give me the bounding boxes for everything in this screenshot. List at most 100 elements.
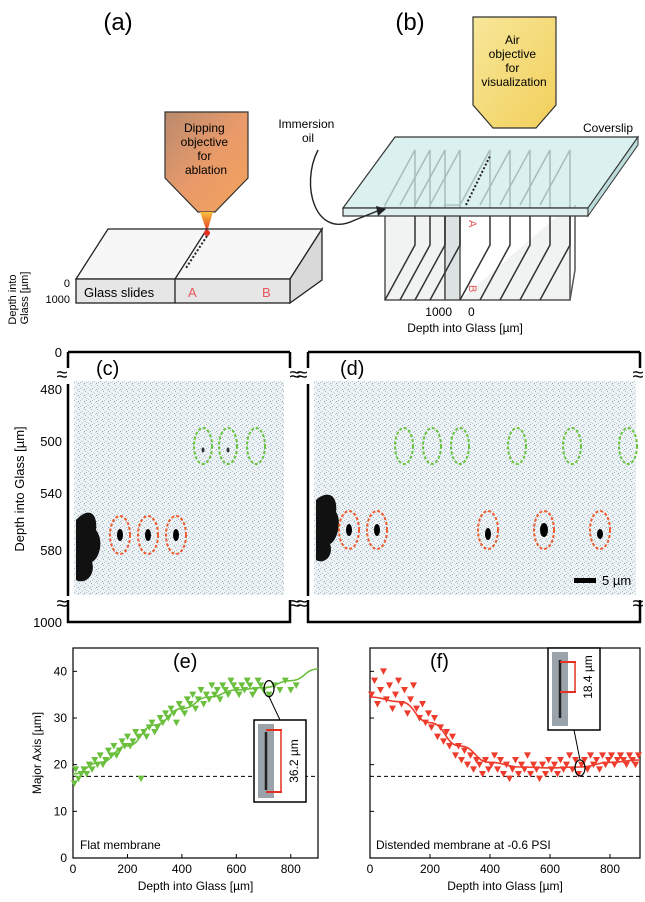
air-objective [472,16,557,129]
immersion-arrow [309,149,381,225]
x-tick-label: 0 [70,862,77,876]
x-tick-label: 400 [172,862,192,876]
coverslip-label: Coverslip [583,121,633,135]
data-point [287,687,295,694]
data-point [83,771,91,778]
data-point [110,743,118,750]
data-point [413,705,420,713]
data-point [617,752,624,759]
data-point [419,701,426,708]
panel-b: (b) Air objective for visualization [278,9,640,335]
objective-text-b: Air objective for visualization [481,33,546,89]
y-tick-500: 500 [40,434,62,449]
svg-text:≈: ≈ [297,593,308,615]
data-point [219,682,227,689]
data-point [611,761,618,769]
x-tick-label: 600 [226,862,246,876]
x-axis-label: Depth into Glass [µm] [138,879,254,893]
y-tick-1000: 1000 [33,615,62,630]
x-tick-label: 800 [600,862,620,876]
data-point [578,761,585,769]
data-point [230,682,238,689]
data-point [386,682,393,689]
data-point [389,705,396,713]
data-point [137,775,145,783]
data-point [584,766,591,773]
data-point [96,752,104,759]
data-point [491,752,498,759]
mark-a-label: A [188,285,197,300]
data-point [527,771,534,778]
data-point [99,761,107,769]
data-point [482,757,489,764]
y-axis-label: Major Axis [µm] [30,712,44,794]
micrograph-d [314,381,636,595]
svg-text:≈: ≈ [297,364,308,386]
data-point [515,771,522,778]
data-point [91,757,99,764]
data-point [407,696,414,703]
data-point [428,724,435,731]
y-tick-label: 0 [60,851,67,865]
svg-text:≈: ≈ [290,364,301,386]
data-point [440,738,447,745]
data-point [404,710,411,717]
x-tick-label: 400 [480,862,500,876]
data-point [410,682,417,689]
x-tick-label: 600 [540,862,560,876]
data-point [238,682,246,689]
laser-beam [200,212,213,232]
data-point [208,682,216,689]
y-tick-label: 40 [54,664,68,678]
data-point [186,701,194,708]
data-point [575,771,582,778]
data-point [205,696,213,703]
data-point [118,738,126,745]
tick-0-a: 0 [64,278,70,290]
data-point [70,780,78,787]
mark-a-b: A [466,220,478,228]
data-point [476,761,483,769]
depth-axis-label-b: Depth into Glass [µm] [407,321,523,335]
data-point [211,691,219,699]
data-point [473,757,480,764]
data-point [506,775,513,783]
objective-text-a: Dipping objective for ablation [181,121,232,177]
data-point [425,710,432,717]
data-point [614,757,621,764]
data-point [192,705,199,713]
panel-b-letter: (b) [395,9,424,36]
break-mark: ≈ [57,364,68,386]
y-tick-480: 480 [40,382,62,397]
data-point [85,761,93,769]
inset-label: 36.2 µm [287,739,301,783]
data-point [467,752,474,759]
fit-curve [369,696,641,769]
data-point [479,771,486,778]
x-tick-label: 0 [367,862,374,876]
data-point [509,766,516,773]
data-point [227,677,235,685]
immersion-oil-label: Immersion oil [278,117,337,145]
data-point [545,757,552,764]
data-point [221,687,229,694]
glass-slides-block [74,226,324,305]
tick-1000-a: 1000 [46,294,70,306]
data-point [530,761,537,769]
data-point [518,761,525,769]
data-point [102,757,110,764]
data-point [452,752,459,759]
data-point [183,696,191,703]
data-point [132,729,140,736]
callout-line [573,729,581,761]
x-axis-label: Depth into Glass [µm] [447,879,563,893]
data-point [377,687,384,694]
svg-text:≈: ≈ [290,593,301,615]
ablation-edge-d [316,494,339,562]
data-point [107,752,115,759]
data-point [512,757,519,764]
data-point [235,691,243,699]
data-point [500,771,507,778]
panel-d-letter: (d) [340,358,364,380]
